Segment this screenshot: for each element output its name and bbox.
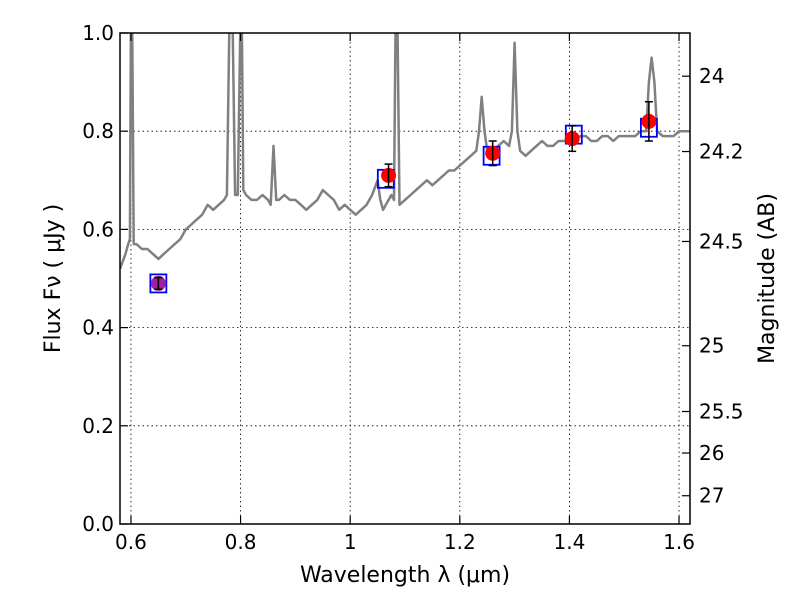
y-axis-right: 24 24.2 24.5 25 25.5 26 27 — [682, 64, 744, 508]
y-axis-left: 0.0 0.2 0.4 0.6 0.8 1.0 — [82, 21, 128, 536]
grid-lines — [120, 32, 690, 525]
y-axis-title: Flux Fν ( μJy ) — [41, 204, 66, 353]
x-axis-title: Wavelength λ (μm) — [300, 563, 510, 588]
y2-tick-label: 24 — [699, 64, 724, 88]
x-tick-label: 1.2 — [444, 530, 476, 554]
spectrum-line — [120, 33, 690, 270]
y2-tick-label: 25 — [699, 334, 724, 358]
y2-tick-label: 26 — [699, 441, 724, 465]
x-tick-label: 0.6 — [115, 530, 147, 554]
y-tick-label: 0.4 — [82, 316, 114, 340]
plot-frame — [119, 32, 691, 525]
y2-tick-label: 25.5 — [699, 400, 744, 424]
y2-tick-label: 24.2 — [699, 140, 744, 164]
y-tick-label: 0.8 — [82, 119, 114, 143]
x-tick-label: 1.4 — [554, 530, 586, 554]
x-axis: 0.6 0.8 1 1.2 1.4 1.6 — [115, 33, 695, 554]
y2-axis-title: Magnitude (AB) — [755, 193, 780, 364]
y-tick-label: 0.6 — [82, 217, 114, 241]
x-tick-label: 1 — [344, 530, 357, 554]
plot-data — [120, 33, 690, 294]
y-tick-label: 0.2 — [82, 414, 114, 438]
model-flux-box — [149, 273, 168, 294]
y-tick-label: 0.0 — [82, 512, 114, 536]
x-tick-label: 0.8 — [225, 530, 257, 554]
y-tick-label: 1.0 — [82, 21, 114, 45]
y2-tick-label: 27 — [699, 484, 724, 508]
y2-tick-label: 24.5 — [699, 229, 744, 253]
x-tick-label: 1.6 — [663, 530, 695, 554]
